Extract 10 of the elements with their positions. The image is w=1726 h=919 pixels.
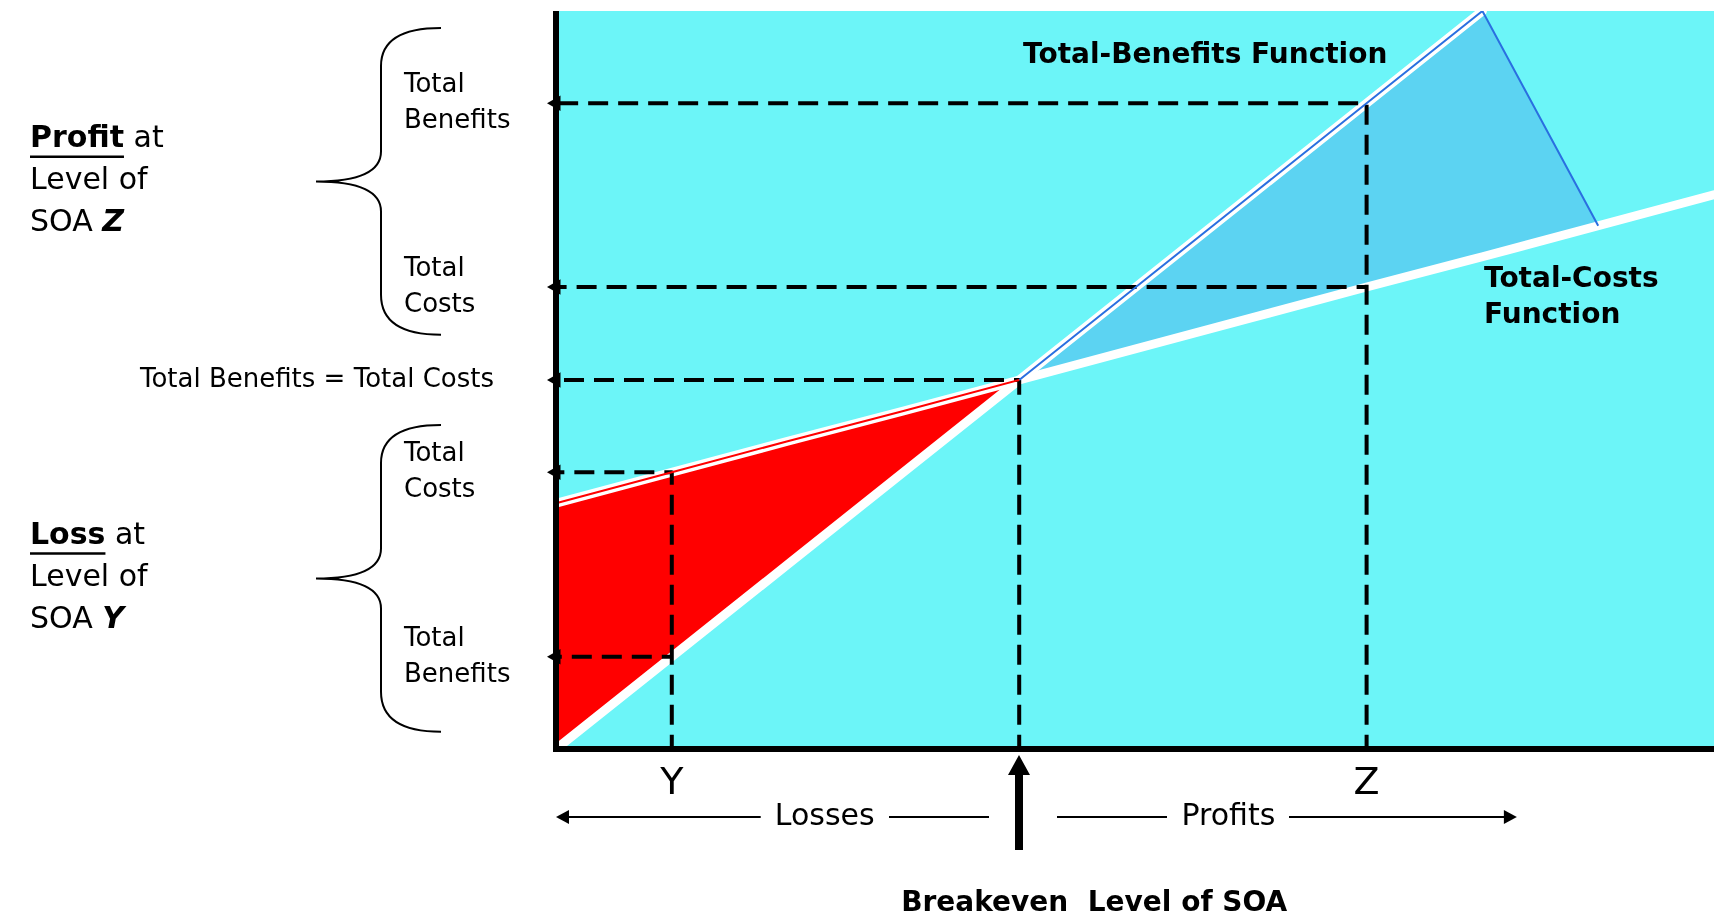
text: Losses xyxy=(774,796,875,832)
series-label: Total-Costs Function xyxy=(1484,261,1659,331)
x-tick-label: Z xyxy=(1353,758,1380,803)
x-tick-label: Y xyxy=(659,758,685,803)
x-axis-title: Breakeven Level of SOA xyxy=(901,885,1288,919)
text: Loss at Level of SOA Y xyxy=(30,516,150,636)
text: Profit at Level of SOA Z xyxy=(30,119,164,239)
text: Total Benefits = Total Costs xyxy=(138,362,494,393)
series-label: Total-Benefits Function xyxy=(1023,37,1388,71)
text: Profits xyxy=(1181,796,1276,832)
